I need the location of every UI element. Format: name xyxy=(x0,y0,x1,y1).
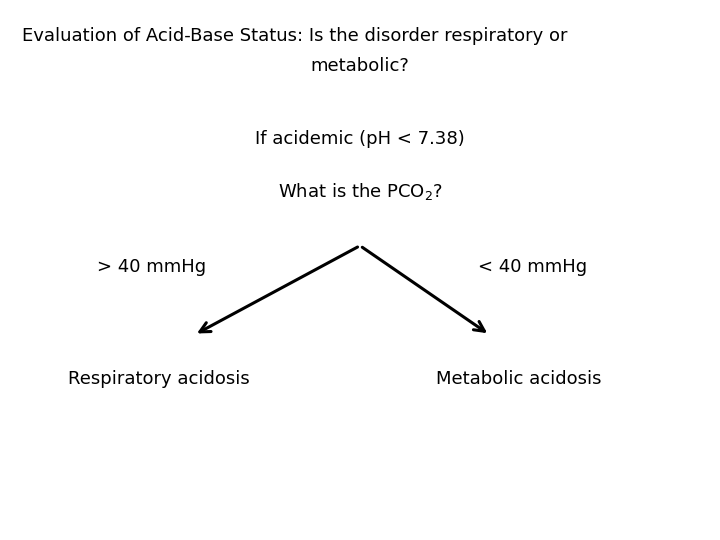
Text: < 40 mmHg: < 40 mmHg xyxy=(478,258,588,276)
Text: > 40 mmHg: > 40 mmHg xyxy=(96,258,206,276)
Text: metabolic?: metabolic? xyxy=(310,57,410,75)
Text: Metabolic acidosis: Metabolic acidosis xyxy=(436,370,601,388)
Text: What is the PCO$_2$?: What is the PCO$_2$? xyxy=(277,181,443,202)
Text: If acidemic (pH < 7.38): If acidemic (pH < 7.38) xyxy=(255,130,465,147)
Text: Respiratory acidosis: Respiratory acidosis xyxy=(68,370,249,388)
Text: Evaluation of Acid-Base Status: Is the disorder respiratory or: Evaluation of Acid-Base Status: Is the d… xyxy=(22,27,567,45)
